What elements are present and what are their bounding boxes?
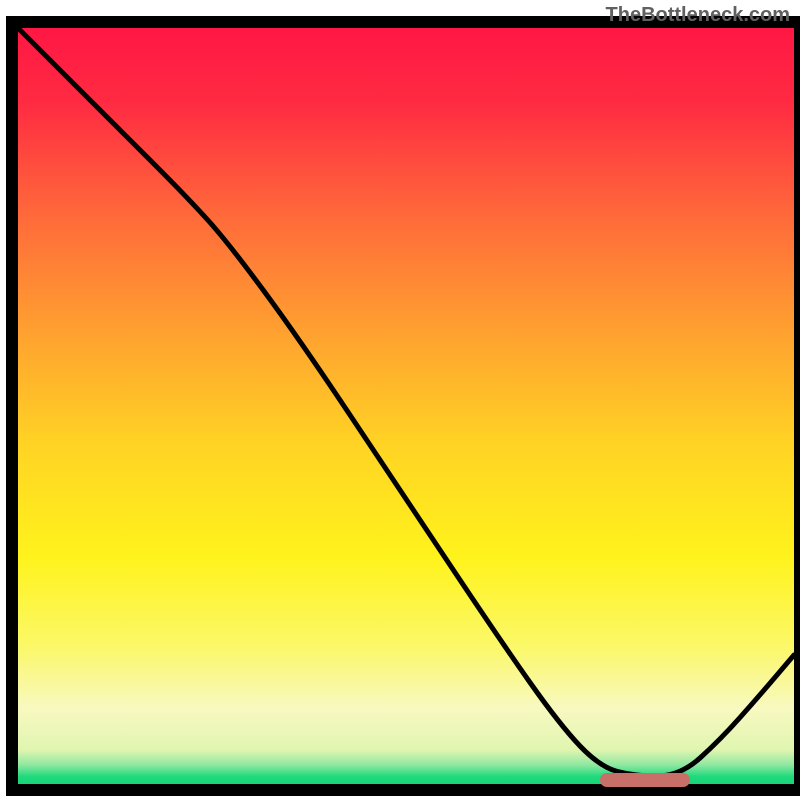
chart-container: TheBottleneck.com (0, 0, 800, 800)
optimal-marker (600, 773, 690, 787)
watermark-text: TheBottleneck.com (606, 4, 790, 27)
bottleneck-chart (0, 0, 800, 800)
